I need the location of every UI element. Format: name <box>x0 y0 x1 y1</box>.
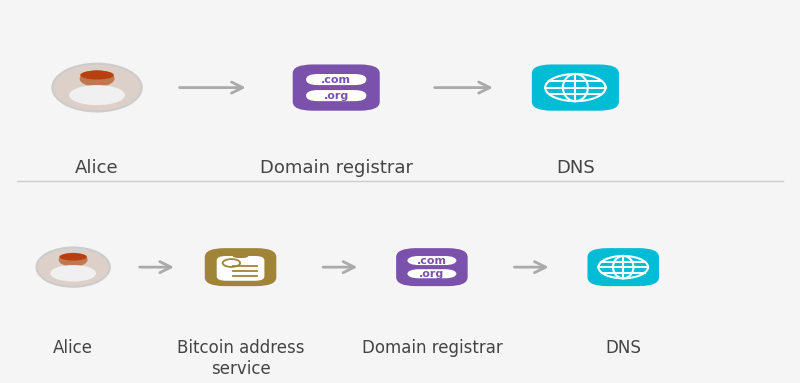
FancyBboxPatch shape <box>306 90 366 101</box>
FancyBboxPatch shape <box>396 248 468 286</box>
FancyBboxPatch shape <box>407 269 457 278</box>
Ellipse shape <box>50 265 96 282</box>
Ellipse shape <box>69 85 125 105</box>
FancyBboxPatch shape <box>293 64 380 111</box>
Circle shape <box>59 254 87 266</box>
Ellipse shape <box>53 64 142 111</box>
Text: .org: .org <box>419 269 445 279</box>
Text: Alice: Alice <box>53 339 93 357</box>
Text: .com: .com <box>417 255 447 265</box>
Text: Domain registrar: Domain registrar <box>260 159 413 177</box>
Text: .org: .org <box>323 91 349 101</box>
Text: Alice: Alice <box>75 159 119 177</box>
Text: DNS: DNS <box>606 339 641 357</box>
FancyBboxPatch shape <box>306 74 366 85</box>
Text: Bitcoin address
service: Bitcoin address service <box>177 339 304 378</box>
FancyBboxPatch shape <box>407 256 457 265</box>
FancyBboxPatch shape <box>587 248 659 286</box>
FancyBboxPatch shape <box>232 254 249 258</box>
Circle shape <box>80 71 114 86</box>
Text: Domain registrar: Domain registrar <box>362 339 502 357</box>
Text: DNS: DNS <box>556 159 594 177</box>
Ellipse shape <box>80 70 114 80</box>
FancyBboxPatch shape <box>205 248 276 286</box>
Ellipse shape <box>37 247 110 287</box>
FancyBboxPatch shape <box>217 256 264 281</box>
FancyBboxPatch shape <box>532 64 619 111</box>
Ellipse shape <box>59 253 87 260</box>
Text: .com: .com <box>322 75 351 85</box>
